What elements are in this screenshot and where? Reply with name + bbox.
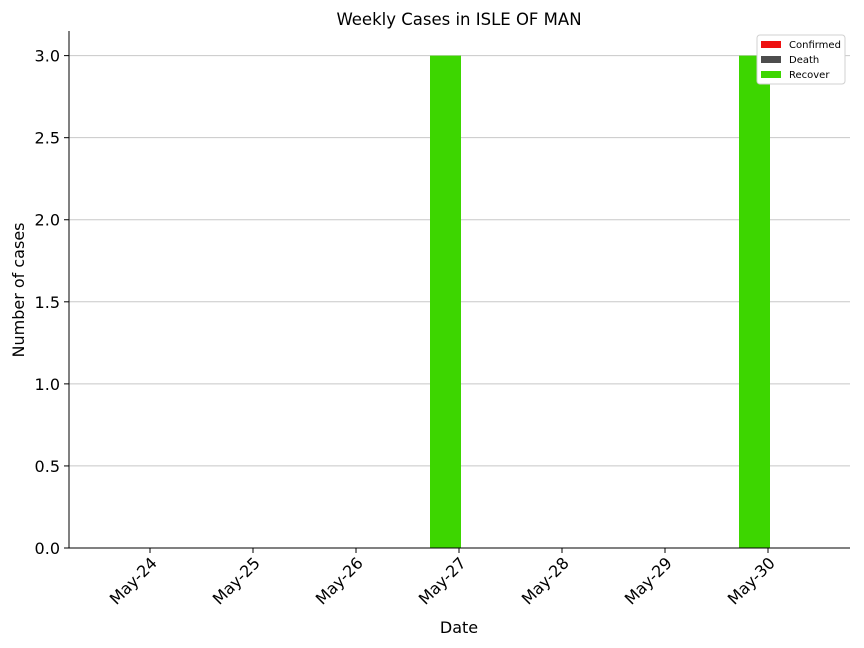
x-axis-ticks: May-24 May-25 May-26 May-27 May-28 May-29 May-… — [106, 548, 779, 609]
legend-label: Death — [789, 55, 819, 66]
x-axis-title: Date — [440, 618, 478, 637]
legend-swatch — [761, 71, 781, 78]
x-tick-label: May-28 — [518, 553, 573, 608]
legend-swatch — [761, 56, 781, 63]
x-tick-label: May-25 — [209, 553, 264, 608]
legend-swatch — [761, 41, 781, 48]
x-tick-label: May-27 — [415, 553, 470, 608]
y-tick-label: 2.0 — [35, 211, 60, 230]
y-tick-label: 1.0 — [35, 375, 60, 394]
legend-label: Recover — [789, 70, 830, 81]
y-axis-title: Number of cases — [9, 223, 28, 358]
x-tick-label: May-24 — [106, 553, 161, 608]
y-tick-label: 0.0 — [35, 539, 60, 558]
x-tick-label: May-30 — [724, 553, 779, 608]
y-tick-label: 3.0 — [35, 47, 60, 66]
y-tick-label: 2.5 — [35, 129, 60, 148]
y-tick-label: 1.5 — [35, 293, 60, 312]
y-tick-label: 0.5 — [35, 457, 60, 476]
y-axis-ticks: 0.0 0.5 1.0 1.5 2.0 2.5 3.0 — [35, 47, 69, 558]
bar-recover — [430, 55, 461, 548]
legend-label: Confirmed — [789, 40, 841, 51]
legend: Confirmed Death Recover — [756, 34, 846, 85]
bars — [430, 55, 770, 548]
bar-recover — [739, 55, 770, 548]
chart-title: Weekly Cases in ISLE OF MAN — [336, 10, 581, 29]
x-tick-label: May-29 — [621, 553, 676, 608]
x-tick-label: May-26 — [312, 553, 367, 608]
